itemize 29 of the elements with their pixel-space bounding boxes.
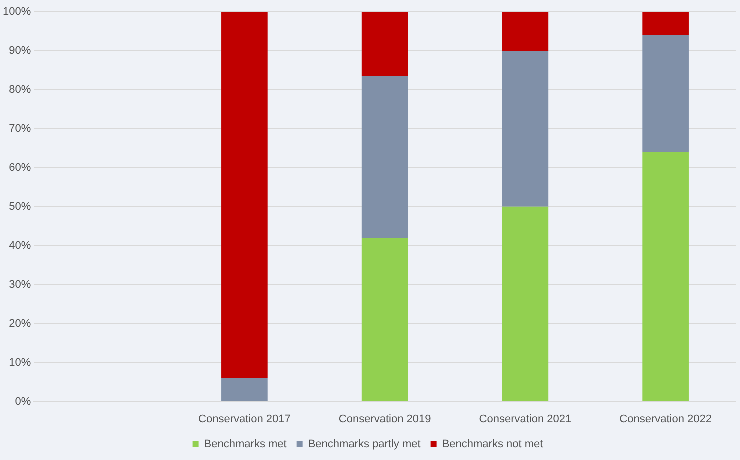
bar (222, 378, 268, 402)
legend-label: Benchmarks partly met (308, 438, 421, 451)
y-tick-label: 70% (9, 122, 32, 135)
y-tick-label: 10% (9, 356, 32, 369)
y-tick-label: 20% (9, 318, 32, 330)
bar (502, 206, 549, 402)
bar (362, 76, 408, 238)
x-tick-label: Conservation 2017 (198, 413, 291, 426)
y-tick-label: 60% (9, 162, 32, 174)
y-tick-label: 30% (9, 278, 32, 291)
bar (502, 50, 549, 207)
bar (642, 35, 689, 152)
x-tick-label: Conservation 2019 (338, 413, 432, 426)
y-tick-label: 80% (9, 84, 32, 96)
y-tick-label: 50% (9, 200, 32, 213)
y-tick-label: 90% (9, 45, 32, 58)
x-tick-label: Conservation 2022 (620, 413, 712, 426)
y-tick-label: 100% (2, 6, 32, 18)
x-tick-label: Conservation 2021 (479, 413, 572, 426)
bar (502, 12, 549, 51)
bar (362, 238, 408, 402)
bar (362, 12, 408, 76)
bar (642, 12, 689, 36)
legend-label: Benchmarks met (204, 438, 287, 451)
bar (222, 12, 268, 378)
legend-label: Benchmarks not met (442, 438, 544, 451)
y-tick-label: 40% (9, 240, 32, 252)
y-tick-label: 0% (15, 396, 32, 408)
bar (642, 152, 689, 402)
